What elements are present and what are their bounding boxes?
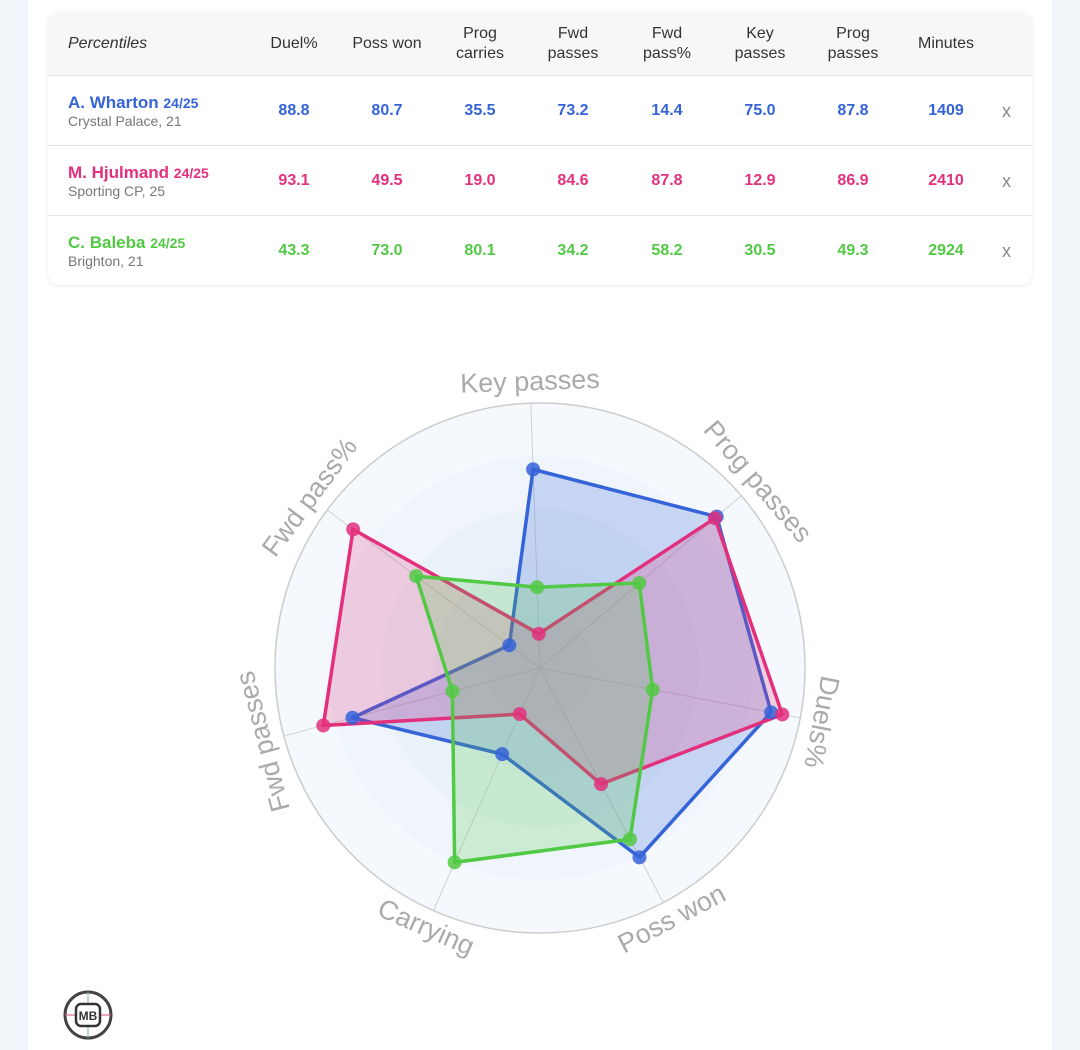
axis-label: Key passes (460, 364, 601, 399)
data-point (512, 707, 527, 722)
data-point (632, 576, 647, 591)
percentiles-table: Percentiles Duel% Poss won Prog carries Fwd… (48, 12, 1032, 285)
series-area-2 (414, 574, 655, 865)
data-point (345, 710, 360, 725)
column-header[interactable]: Fwd passes (547, 24, 599, 62)
percentile-value: 49.5 (371, 172, 403, 189)
column-header[interactable]: Fwd pass% (642, 24, 692, 62)
data-point (447, 855, 462, 870)
data-point (495, 747, 510, 762)
radar-axis-line (530, 403, 541, 669)
percentile-value: 84.6 (557, 172, 589, 189)
player-club-age: Sporting CP, 25 (68, 183, 166, 199)
percentile-value: 12.9 (744, 172, 776, 189)
data-point (502, 638, 517, 653)
percentile-value: 43.3 (278, 242, 310, 259)
percentile-value: 58.2 (651, 242, 683, 259)
percentile-value: 35.5 (464, 102, 496, 119)
remove-player-button[interactable]: x (1002, 240, 1011, 261)
percentile-value: 93.1 (278, 172, 310, 189)
data-point (775, 707, 790, 722)
percentile-value: 87.8 (837, 102, 869, 119)
player-name-text: M. Hjulmand (68, 163, 170, 182)
percentile-value: 87.8 (651, 172, 683, 189)
percentile-value: 49.3 (837, 242, 869, 259)
column-header[interactable]: Key passes (734, 24, 786, 62)
header-percentiles: Percentiles (68, 34, 148, 52)
mb-logo: MB (63, 990, 113, 1040)
percentile-value: 86.9 (837, 172, 869, 189)
player-name-text: A. Wharton (68, 93, 159, 112)
player-season: 24/25 (150, 235, 186, 251)
percentile-value: 75.0 (744, 102, 776, 119)
data-point (316, 718, 331, 733)
percentile-value: 34.2 (557, 242, 589, 259)
player-club-age: Crystal Palace, 21 (68, 113, 182, 129)
data-point (645, 682, 660, 697)
data-point (530, 580, 545, 595)
player-name[interactable]: M. Hjulmand 24/25 (68, 163, 209, 183)
column-header[interactable]: Prog passes (827, 24, 879, 62)
percentile-value: 88.8 (278, 102, 310, 119)
table-row: A. Wharton 24/25 Crystal Palace, 21 x 88.8 8… (48, 75, 1032, 146)
column-header[interactable]: Prog carries (455, 24, 504, 62)
table-header: Percentiles Duel% Poss won Prog carries Fwd… (48, 12, 1032, 75)
percentile-value: 19.0 (464, 172, 496, 189)
player-name-text: C. Baleba (68, 233, 146, 252)
logo-text: MB (79, 1009, 98, 1023)
percentile-value: 30.5 (744, 242, 776, 259)
data-point (346, 522, 361, 537)
data-point (632, 850, 647, 865)
data-point (707, 511, 722, 526)
column-header[interactable]: Poss won (352, 34, 422, 52)
percentile-value: 2924 (928, 242, 964, 259)
player-season: 24/25 (163, 95, 199, 111)
data-point (526, 462, 541, 477)
percentile-value: 73.0 (371, 242, 403, 259)
remove-player-button[interactable]: x (1002, 170, 1011, 191)
percentile-value: 2410 (928, 172, 964, 189)
table-row: C. Baleba 24/25 Brighton, 21 x 43.3 73.0 80.1… (48, 215, 1032, 285)
data-point (764, 705, 779, 720)
column-header[interactable]: Minutes (917, 34, 975, 52)
player-season: 24/25 (173, 165, 209, 181)
percentile-value: 73.2 (557, 102, 589, 119)
remove-player-button[interactable]: x (1002, 100, 1011, 121)
data-point (594, 777, 609, 792)
percentile-value: 80.1 (464, 242, 496, 259)
column-header[interactable]: Duel% (270, 34, 318, 52)
data-point (445, 684, 460, 699)
percentile-value: 1409 (928, 102, 964, 119)
data-point (531, 626, 546, 641)
table-row: M. Hjulmand 24/25 Sporting CP, 25 x 93.1 49.… (48, 145, 1032, 216)
axis-label: Duels% (798, 674, 845, 771)
percentile-value: 14.4 (651, 102, 683, 119)
data-point (622, 832, 637, 847)
player-club-age: Brighton, 21 (68, 253, 144, 269)
data-point (409, 569, 424, 584)
percentile-value: 80.7 (371, 102, 403, 119)
player-name[interactable]: A. Wharton 24/25 (68, 93, 198, 113)
player-name[interactable]: C. Baleba 24/25 (68, 233, 185, 253)
radar-axis-line (539, 667, 801, 719)
series-area-1 (321, 516, 785, 786)
